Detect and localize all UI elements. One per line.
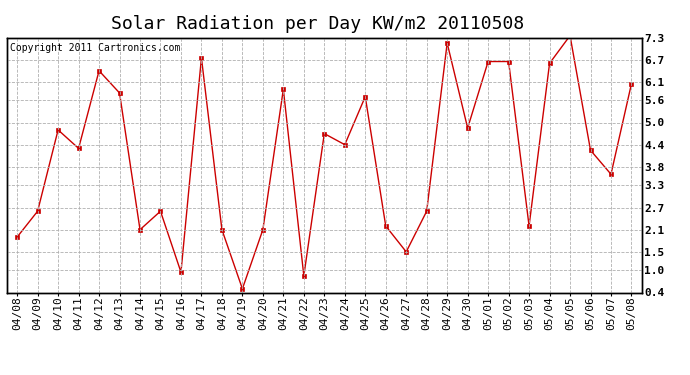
Text: Solar Radiation per Day KW/m2 20110508: Solar Radiation per Day KW/m2 20110508 [111,15,524,33]
Text: Copyright 2011 Cartronics.com: Copyright 2011 Cartronics.com [10,43,181,52]
